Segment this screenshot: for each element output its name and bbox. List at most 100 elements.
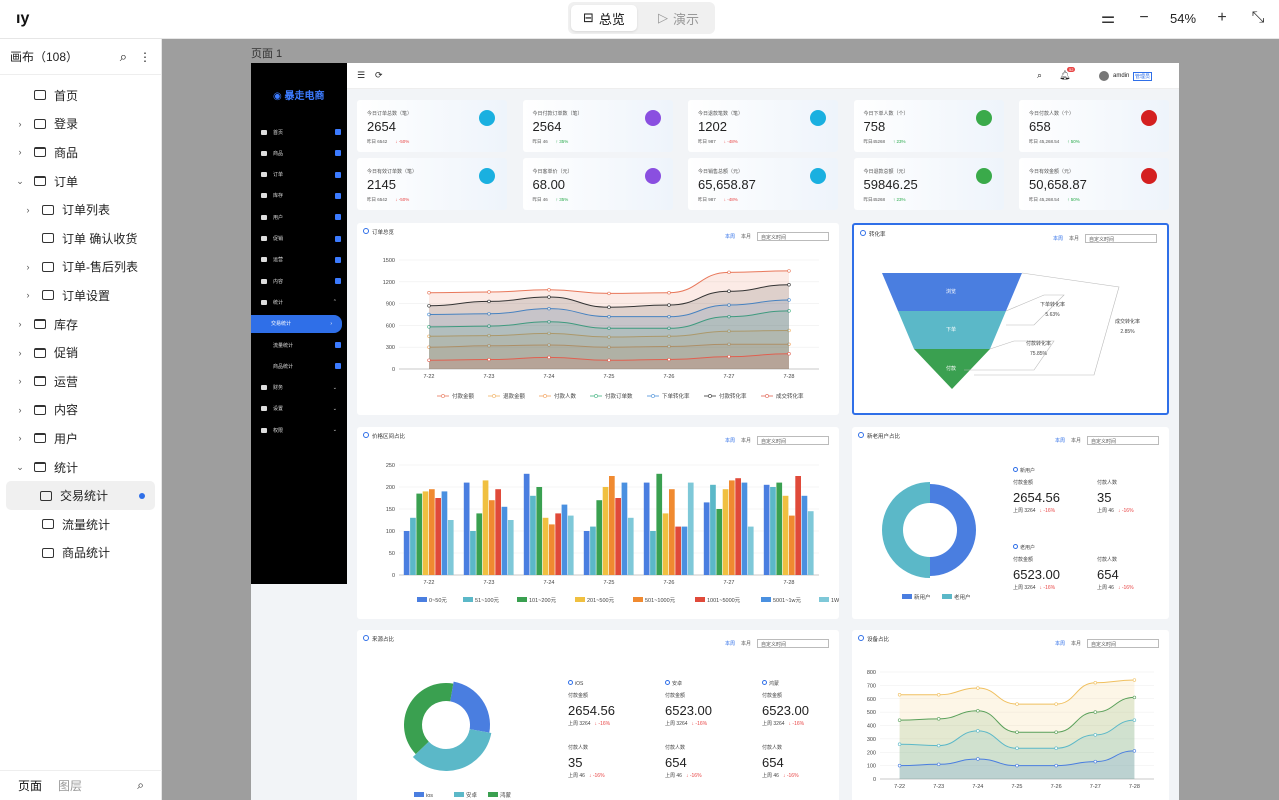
legend-label: 201~500元 (587, 597, 615, 604)
week-toggle[interactable]: 本周 (1054, 641, 1065, 647)
month-toggle[interactable]: 本月 (740, 641, 751, 647)
date-range-dropdown[interactable]: 自定义时间 (757, 232, 829, 241)
legend-label: 退款金额 (503, 392, 526, 400)
caret-icon[interactable]: ⌄ (16, 175, 24, 186)
date-range-dropdown[interactable]: 自定义时间 (757, 639, 829, 648)
month-toggle[interactable]: 本月 (1068, 236, 1079, 242)
tree-item[interactable]: 交易统计 (6, 481, 155, 510)
tree-item[interactable]: ⌄ 统计 (0, 453, 161, 482)
week-toggle[interactable]: 本周 (724, 438, 735, 444)
funnel-panel[interactable]: 转化率 本周 本月 自定义时间 浏览 下单 付款 下单转化率 5.63% 付款转化率 7… (852, 223, 1169, 415)
nav-item[interactable]: 交易统计 › (251, 314, 342, 333)
more-icon[interactable]: ⋮ (139, 49, 151, 64)
date-range-dropdown[interactable]: 自定义时间 (757, 436, 829, 445)
refresh-icon[interactable]: ⟳ (375, 70, 383, 80)
tree-item[interactable]: ⌄ 订单 (0, 167, 161, 196)
caret-icon[interactable]: › (18, 118, 22, 129)
date-range-dropdown[interactable]: 自定义时间 (1085, 234, 1157, 243)
tree-item[interactable]: 订单 确认收货 (0, 224, 161, 253)
month-toggle[interactable]: 本月 (1070, 641, 1081, 647)
caret-icon[interactable]: › (18, 347, 22, 358)
data-point (727, 289, 731, 293)
caret-icon[interactable]: › (18, 319, 22, 330)
bar (627, 517, 634, 575)
settings-sliders-icon[interactable]: ⚌ (1100, 10, 1116, 27)
nav-item[interactable]: 权限 ⌄ (261, 421, 347, 439)
kpi-compare: 昨日 987 ↓ -48% (698, 139, 738, 145)
data-point (1054, 730, 1058, 734)
nav-item[interactable]: 内容 (261, 272, 347, 290)
overview-tab[interactable]: ⊟ 总览 (571, 5, 637, 31)
nav-item[interactable]: 财务 ⌄ (261, 379, 347, 397)
nav-item[interactable]: 订单 (261, 166, 347, 184)
date-range-dropdown[interactable]: 自定义时间 (1087, 639, 1159, 648)
nav-item[interactable]: 运营 (261, 251, 347, 269)
user-name[interactable]: amdin (1113, 73, 1130, 79)
tree-item[interactable]: › 商品 (0, 138, 161, 167)
nav-item[interactable]: 流量统计 (261, 336, 347, 354)
caret-icon[interactable]: › (18, 376, 22, 387)
tree-item[interactable]: 流量统计 (0, 510, 161, 539)
tree-item[interactable]: › 库存 (0, 310, 161, 339)
caret-icon[interactable]: › (18, 433, 22, 444)
tree-item[interactable]: › 订单-售后列表 (0, 253, 161, 282)
tree-item[interactable]: › 订单设置 (0, 281, 161, 310)
tree-item[interactable]: › 内容 (0, 396, 161, 425)
week-toggle[interactable]: 本周 (724, 234, 735, 240)
present-tab[interactable]: ▷ 演示 (646, 5, 711, 31)
nav-item[interactable]: 库存 (261, 187, 347, 205)
legend-label: 成交转化率 (776, 392, 804, 400)
search-icon[interactable]: ⌕ (119, 48, 127, 64)
tab-layers[interactable]: 图层 (58, 779, 83, 793)
caret-icon[interactable]: › (18, 404, 22, 415)
bar (662, 513, 669, 575)
avatar[interactable] (1099, 71, 1109, 81)
tree-item[interactable]: › 用户 (0, 424, 161, 453)
tree-item[interactable]: › 订单列表 (0, 195, 161, 224)
nav-item[interactable]: 统计 ⌃ (261, 293, 347, 311)
metric-pct: ↓ -16% (1039, 585, 1056, 591)
tree-item-label: 统计 (54, 460, 79, 475)
menu-icon[interactable]: ☰ (357, 70, 366, 80)
canvas-area[interactable]: 页面 1 ◉ 暴走电商 首页 商品 订单 库存 用户 促销 运营 内容 统计 ⌃ 交易统计 › 流量统计… (162, 39, 1279, 800)
tree-item[interactable]: › 登录 (0, 110, 161, 139)
page-frame[interactable]: ◉ 暴走电商 首页 商品 订单 库存 用户 促销 运营 内容 统计 ⌃ 交易统计 › 流量统计 商品统计财… (251, 63, 1179, 800)
nav-item[interactable]: 用户 (261, 208, 347, 226)
caret-icon[interactable]: › (26, 204, 30, 215)
collapse-icon[interactable]: ⤡ (1251, 9, 1265, 26)
app-logo-icon[interactable]: ıy (16, 10, 30, 27)
tree-item[interactable]: 商品统计 (0, 539, 161, 568)
week-toggle[interactable]: 本周 (724, 641, 735, 647)
search-icon[interactable]: ⌕ (137, 778, 144, 792)
caret-icon[interactable]: ⌄ (16, 461, 24, 472)
week-toggle[interactable]: 本周 (1052, 236, 1063, 242)
bell-icon[interactable]: 🔔︎ (1059, 70, 1071, 80)
tree-item[interactable]: › 促销 (0, 338, 161, 367)
caret-icon[interactable]: › (26, 261, 30, 272)
funnel-stage-view (882, 273, 1022, 311)
legend-swatch (517, 597, 527, 602)
nav-label: 运营 (273, 257, 284, 264)
legend-label: 安卓 (466, 791, 478, 799)
tab-pages[interactable]: 页面 (18, 779, 43, 793)
data-point (976, 686, 980, 690)
tree-item[interactable]: › 运营 (0, 367, 161, 396)
nav-icon (261, 278, 267, 284)
zoom-out-button[interactable]: − (1139, 9, 1149, 26)
date-range-dropdown[interactable]: 自定义时间 (1087, 436, 1159, 445)
nav-item[interactable]: 促销 (261, 230, 347, 248)
month-toggle[interactable]: 本月 (740, 438, 751, 444)
caret-icon[interactable]: › (26, 290, 30, 301)
week-toggle[interactable]: 本周 (1054, 438, 1065, 444)
nav-item[interactable]: 设置 ⌄ (261, 400, 347, 418)
tree-item[interactable]: 首页 (0, 81, 161, 110)
zoom-in-button[interactable]: + (1217, 9, 1227, 26)
nav-item[interactable]: 首页 (261, 123, 347, 141)
month-toggle[interactable]: 本月 (1070, 438, 1081, 444)
month-toggle[interactable]: 本月 (740, 234, 751, 240)
search-icon[interactable]: ⌕ (1037, 70, 1043, 80)
caret-icon[interactable]: › (18, 147, 22, 158)
nav-item[interactable]: 商品统计 (261, 357, 347, 375)
nav-item[interactable]: 商品 (261, 144, 347, 162)
data-point (897, 763, 902, 768)
